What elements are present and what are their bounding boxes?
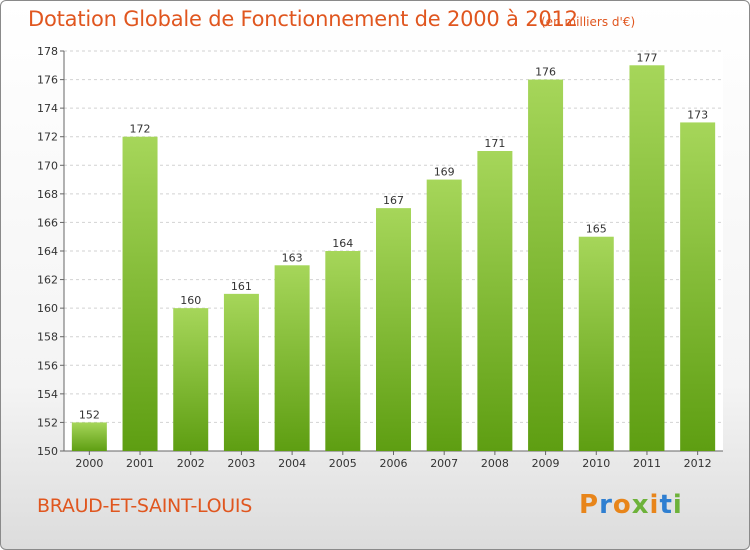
x-tick-label-2004: 2004 (278, 457, 306, 470)
bar-2001 (122, 136, 158, 451)
bar-2003 (223, 293, 259, 451)
bar-2007 (426, 179, 462, 452)
y-tick-label: 166 (37, 216, 58, 229)
data-label-2006: 167 (383, 194, 404, 207)
y-tick-label: 158 (37, 331, 58, 344)
data-label-2010: 165 (586, 223, 607, 236)
bar-2006 (376, 208, 411, 451)
bar-2000 (71, 422, 107, 451)
y-tick-label: 174 (37, 102, 58, 115)
y-tick-label: 156 (37, 359, 58, 372)
logo-letter: x (631, 490, 650, 520)
data-label-2002: 160 (180, 294, 201, 307)
bar-2011 (629, 65, 665, 452)
x-tick-label-2010: 2010 (582, 457, 610, 470)
y-tick-label: 152 (37, 416, 58, 429)
proxiti-logo: Proxiti (579, 490, 683, 520)
y-tick-label: 172 (37, 131, 58, 144)
data-label-2005: 164 (332, 237, 353, 250)
axes: 150 152 154 156 158 160 162 164 166 168 170 172 174 1… (37, 45, 723, 470)
x-tick-label-2005: 2005 (329, 457, 357, 470)
data-label-2007: 169 (434, 166, 455, 179)
commune-name: BRAUD-ET-SAINT-LOUIS (37, 495, 252, 517)
bar-2012 (680, 122, 716, 451)
x-tick-label-2006: 2006 (380, 457, 408, 470)
x-tick-label-2008: 2008 (481, 457, 509, 470)
y-tick-label: 178 (37, 45, 58, 58)
bar-2005 (325, 251, 361, 451)
x-tick-label-2009: 2009 (532, 457, 560, 470)
x-tick-label-2012: 2012 (684, 457, 712, 470)
data-label-2001: 172 (130, 123, 151, 136)
bar-2002 (173, 308, 209, 451)
bar-2008 (477, 151, 513, 451)
x-tick-label-2003: 2003 (227, 457, 255, 470)
logo-letter: o (612, 490, 632, 520)
logo-letter: i (672, 490, 683, 520)
y-tick-label: 150 (37, 445, 58, 458)
logo-letter: t (659, 490, 673, 520)
y-tick-label: 170 (37, 159, 58, 172)
x-tick-label-2000: 2000 (75, 457, 103, 470)
bars (71, 65, 716, 452)
logo-letter: i (649, 490, 660, 520)
y-tick-label: 164 (37, 245, 58, 258)
data-label-2003: 161 (231, 280, 252, 293)
x-tick-label-2011: 2011 (633, 457, 661, 470)
y-tick-label: 176 (37, 74, 58, 87)
logo-letter: P (579, 490, 600, 520)
data-label-2008: 171 (484, 137, 505, 150)
x-tick-label-2002: 2002 (177, 457, 205, 470)
y-tick-label: 154 (37, 388, 58, 401)
bar-2009 (528, 79, 564, 452)
data-label-2004: 163 (282, 251, 303, 264)
y-tick-label: 168 (37, 188, 58, 201)
bar-2004 (274, 265, 310, 451)
bar-chart: 150 152 154 156 158 160 162 164 166 168 170 172 174 1… (37, 45, 723, 470)
x-tick-label-2007: 2007 (430, 457, 458, 470)
chart-title: Dotation Globale de Fonctionnement de 20… (28, 7, 578, 31)
data-labels: 152 172 160 161 163 164 167 169 171 176 165 177 173 (79, 51, 708, 421)
x-tick-label-2001: 2001 (126, 457, 154, 470)
bar-2010 (578, 236, 614, 451)
data-label-2000: 152 (79, 408, 100, 421)
data-label-2012: 173 (687, 108, 708, 121)
logo-letter: r (599, 490, 613, 520)
chart-subtitle: (en milliers d'€) (541, 15, 636, 29)
y-tick-label: 160 (37, 302, 58, 315)
data-label-2011: 177 (636, 51, 657, 64)
data-label-2009: 176 (535, 66, 556, 79)
y-tick-label: 162 (37, 274, 58, 287)
